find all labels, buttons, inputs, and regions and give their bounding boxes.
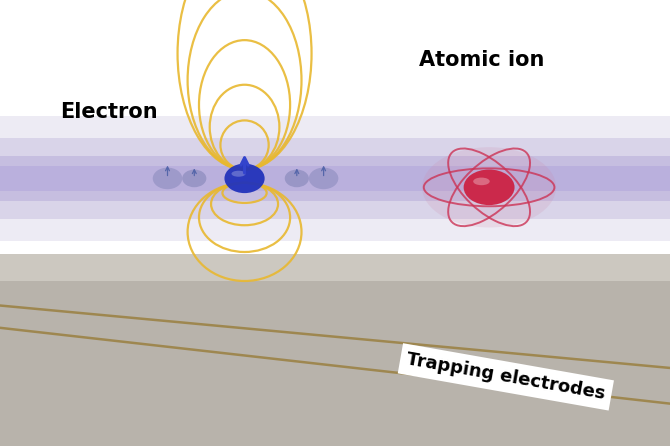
Ellipse shape bbox=[224, 164, 265, 193]
Text: Atomic ion: Atomic ion bbox=[419, 50, 544, 70]
Bar bbox=[0, 138, 670, 219]
Text: Trapping electrodes: Trapping electrodes bbox=[405, 351, 606, 403]
Bar bbox=[0, 156, 670, 201]
Text: Electron: Electron bbox=[60, 102, 158, 121]
Ellipse shape bbox=[422, 147, 556, 227]
Ellipse shape bbox=[309, 168, 338, 189]
Bar bbox=[0, 270, 670, 446]
Ellipse shape bbox=[232, 171, 245, 177]
Bar bbox=[0, 254, 670, 281]
Ellipse shape bbox=[153, 168, 182, 189]
Bar bbox=[0, 116, 670, 241]
Ellipse shape bbox=[473, 178, 490, 185]
Bar bbox=[0, 166, 670, 191]
Ellipse shape bbox=[464, 169, 515, 205]
Ellipse shape bbox=[182, 169, 206, 187]
Ellipse shape bbox=[285, 169, 309, 187]
Bar bbox=[0, 0, 670, 270]
